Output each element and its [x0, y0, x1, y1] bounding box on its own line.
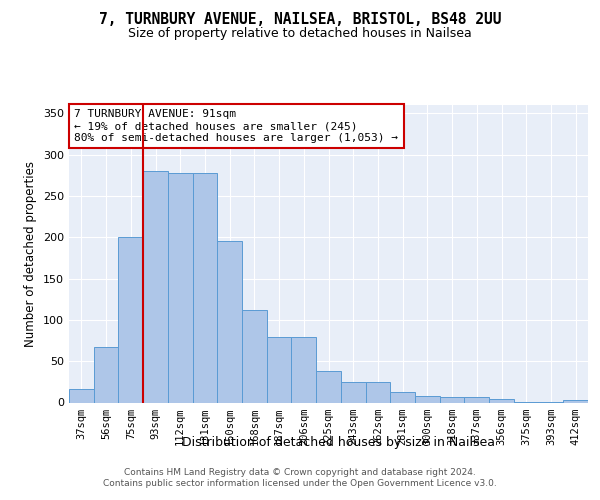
Bar [267, 337, 292, 402]
Bar [563, 400, 588, 402]
Bar [168, 173, 193, 402]
Bar [341, 382, 365, 402]
Text: 7 TURNBURY AVENUE: 91sqm
← 19% of detached houses are smaller (245)
80% of semi-: 7 TURNBURY AVENUE: 91sqm ← 19% of detach… [74, 110, 398, 142]
Bar [69, 390, 94, 402]
Bar [242, 310, 267, 402]
Bar [365, 382, 390, 402]
Text: 7, TURNBURY AVENUE, NAILSEA, BRISTOL, BS48 2UU: 7, TURNBURY AVENUE, NAILSEA, BRISTOL, BS… [99, 12, 501, 28]
Bar [193, 173, 217, 402]
Bar [489, 399, 514, 402]
Text: Size of property relative to detached houses in Nailsea: Size of property relative to detached ho… [128, 28, 472, 40]
Y-axis label: Number of detached properties: Number of detached properties [25, 161, 37, 347]
Text: Distribution of detached houses by size in Nailsea: Distribution of detached houses by size … [182, 436, 496, 449]
Bar [390, 392, 415, 402]
Bar [217, 242, 242, 402]
Text: Contains HM Land Registry data © Crown copyright and database right 2024.
Contai: Contains HM Land Registry data © Crown c… [103, 468, 497, 487]
Bar [415, 396, 440, 402]
Bar [143, 171, 168, 402]
Bar [94, 347, 118, 403]
Bar [292, 337, 316, 402]
Bar [440, 396, 464, 402]
Bar [464, 396, 489, 402]
Bar [316, 371, 341, 402]
Bar [118, 237, 143, 402]
